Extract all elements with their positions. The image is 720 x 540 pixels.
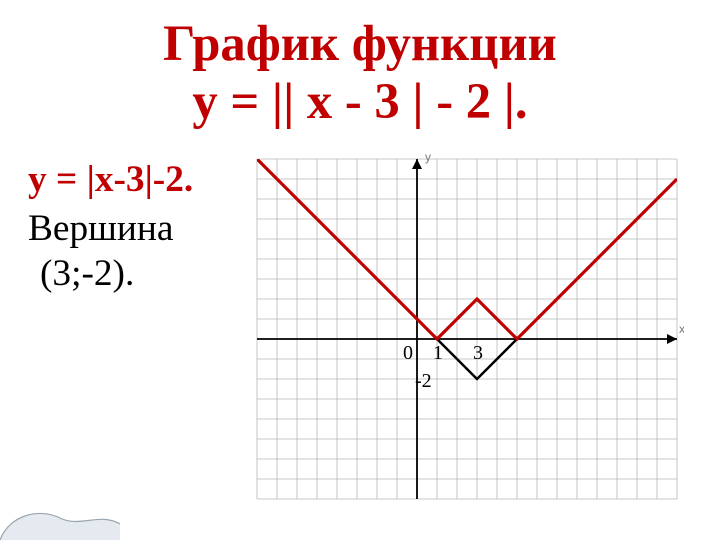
slide: График функции у = || x - 3 | - 2 |. y =… — [0, 0, 720, 540]
chart: x у 01 3 -2 — [250, 152, 684, 511]
chart-svg: x у 01 3 -2 — [250, 152, 684, 506]
tick-label: 1 — [433, 342, 443, 364]
svg-text:у: у — [425, 152, 431, 164]
tick-label: 0 — [403, 342, 413, 364]
svg-text:x: x — [679, 322, 684, 336]
title-line-2: у = || x - 3 | - 2 |. — [192, 73, 527, 129]
side-text: y = |x-3|-2. Вершина (3;-2). — [28, 158, 238, 295]
slide-title: График функции у = || x - 3 | - 2 |. — [0, 0, 720, 131]
corner-decoration — [0, 504, 120, 540]
tick-label: 3 — [473, 342, 483, 364]
title-line-1: График функции — [163, 15, 557, 71]
vertex-value: (3;-2). — [28, 252, 238, 295]
swoosh-stroke — [0, 513, 120, 540]
vertex-word: Вершина — [28, 207, 238, 250]
inner-equation: y = |x-3|-2. — [28, 158, 238, 201]
tick-label: -2 — [415, 370, 432, 392]
swoosh-shape — [0, 513, 120, 540]
